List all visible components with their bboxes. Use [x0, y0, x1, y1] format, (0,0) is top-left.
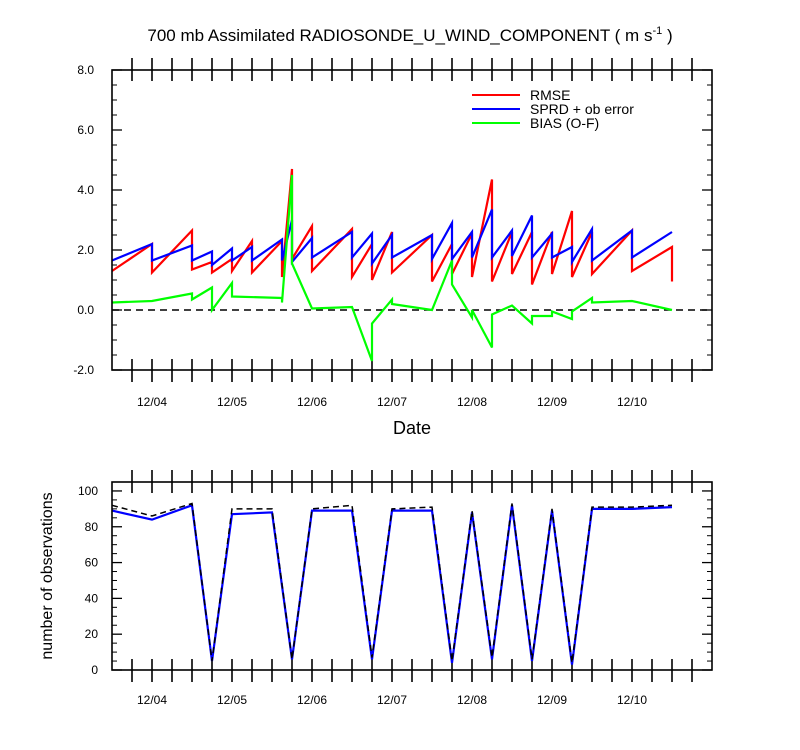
bot-x-tick-label: 12/08 [457, 693, 487, 707]
top-x-tick-label: 12/04 [137, 395, 167, 409]
top-legend: RMSE SPRD + ob error BIAS (O-F) [472, 87, 634, 131]
legend-label-rmse: RMSE [530, 87, 570, 103]
top-y-tick-label: -2.0 [73, 363, 94, 377]
top-x-tick-label: 12/09 [537, 395, 567, 409]
bot-y-tick-label: 60 [85, 556, 99, 570]
top-x-tick-label: 12/07 [377, 395, 407, 409]
top-x-tick-label: 12/08 [457, 395, 487, 409]
bottom-y-axis: 0 20 40 60 80 100 [78, 484, 712, 677]
bot-x-tick-label: 12/10 [617, 693, 647, 707]
legend-label-bias: BIAS (O-F) [530, 115, 599, 131]
top-x-axis: 12/04 12/05 12/06 12/07 12/08 12/09 12/10 [131, 58, 693, 409]
top-series-line-2 [111, 174, 673, 362]
top-series-line-0 [111, 168, 674, 285]
bot-y-tick-label: 0 [91, 663, 98, 677]
top-chart-panel: -2.0 0.0 2.0 4.0 6.0 8.0 12/04 12/05 12/06 12/07… [73, 58, 713, 438]
bottom-series-group [111, 502, 673, 665]
top-chart-title-main: 700 mb Assimilated RADIOSONDE_U_WIND_COM… [147, 26, 652, 45]
top-plot-frame [111, 69, 713, 371]
top-chart-title-superscript: -1 [652, 25, 662, 37]
bot-series-line-1 [111, 502, 673, 663]
top-y-tick-label: 0.0 [77, 303, 94, 317]
bottom-x-axis: 12/04 12/05 12/06 12/07 12/08 12/09 12/10 [131, 470, 693, 707]
top-x-tick-label: 12/10 [617, 395, 647, 409]
bot-x-tick-label: 12/07 [377, 693, 407, 707]
top-y-tick-label: 6.0 [77, 123, 94, 137]
top-y-tick-label: 2.0 [77, 243, 94, 257]
top-y-tick-label: 8.0 [77, 63, 94, 77]
bot-x-tick-label: 12/06 [297, 693, 327, 707]
bottom-plot-frame [111, 481, 713, 671]
bot-x-tick-label: 12/05 [217, 693, 247, 707]
bot-x-tick-label: 12/04 [137, 693, 167, 707]
top-chart-title-suffix: ) [662, 26, 672, 45]
bot-x-tick-label: 12/09 [537, 693, 567, 707]
bot-y-tick-label: 20 [85, 627, 99, 641]
top-series-group [111, 168, 674, 362]
bot-y-tick-label: 80 [85, 520, 99, 534]
bot-y-tick-label: 100 [78, 484, 98, 498]
top-y-tick-label: 4.0 [77, 183, 94, 197]
top-x-axis-title: Date [393, 418, 431, 438]
legend-label-sprd: SPRD + ob error [530, 101, 634, 117]
top-x-tick-label: 12/06 [297, 395, 327, 409]
bot-y-tick-label: 40 [85, 591, 99, 605]
top-chart-title: 700 mb Assimilated RADIOSONDE_U_WIND_COM… [147, 25, 672, 45]
top-x-tick-label: 12/05 [217, 395, 247, 409]
top-series-line-1 [111, 209, 673, 268]
bottom-y-axis-title: number of observations [39, 492, 56, 659]
